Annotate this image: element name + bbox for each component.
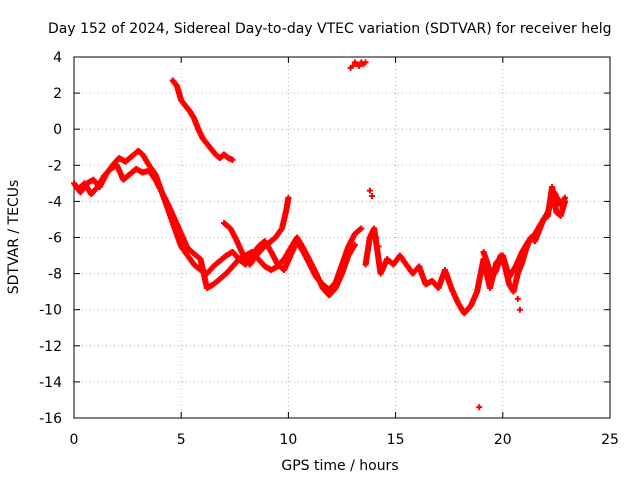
data-point xyxy=(476,404,483,411)
data-point xyxy=(369,192,376,199)
data-point xyxy=(373,234,380,241)
y-tick-label: -14 xyxy=(39,375,62,391)
x-tick-labels: 0 5 10 15 20 25 xyxy=(70,432,619,448)
y-tick-label: -6 xyxy=(48,231,62,247)
x-tick-label: 15 xyxy=(387,432,405,448)
y-tick-labels: 4 2 0 -2 -4 -6 -8 -10 -12 -14 -16 xyxy=(39,50,62,427)
data-point xyxy=(351,241,358,248)
y-tick-label: -10 xyxy=(39,303,62,319)
data-point xyxy=(285,194,292,201)
data-point xyxy=(514,295,521,302)
data-point xyxy=(516,306,523,313)
y-axis-label: SDTVAR / TECUs xyxy=(6,180,22,295)
y-tick-label: 2 xyxy=(53,86,62,102)
y-tick-label: 4 xyxy=(53,50,62,66)
x-tick-label: 5 xyxy=(177,432,186,448)
data-point xyxy=(229,156,236,163)
data-marks xyxy=(71,59,568,411)
x-tick-label: 20 xyxy=(494,432,512,448)
data-point xyxy=(377,266,384,273)
data-point xyxy=(366,187,373,194)
x-tick-label: 25 xyxy=(601,432,619,448)
x-tick-label: 0 xyxy=(70,432,79,448)
y-tick-label: 0 xyxy=(53,122,62,138)
y-tick-label: -2 xyxy=(48,158,62,174)
ticks xyxy=(73,56,611,419)
data-point xyxy=(561,198,568,205)
data-point xyxy=(356,63,363,70)
x-axis-label: GPS time / hours xyxy=(281,458,398,474)
y-tick-label: -8 xyxy=(48,267,62,283)
data-point xyxy=(362,59,369,66)
y-tick-label: -16 xyxy=(39,411,62,427)
data-point xyxy=(375,243,382,250)
data-point xyxy=(349,63,356,70)
data-point xyxy=(358,225,365,232)
y-tick-label: -12 xyxy=(39,339,62,355)
y-tick-label: -4 xyxy=(48,194,62,210)
x-tick-label: 10 xyxy=(279,432,297,448)
chart-title: Day 152 of 2024, Sidereal Day-to-day VTE… xyxy=(48,21,611,37)
